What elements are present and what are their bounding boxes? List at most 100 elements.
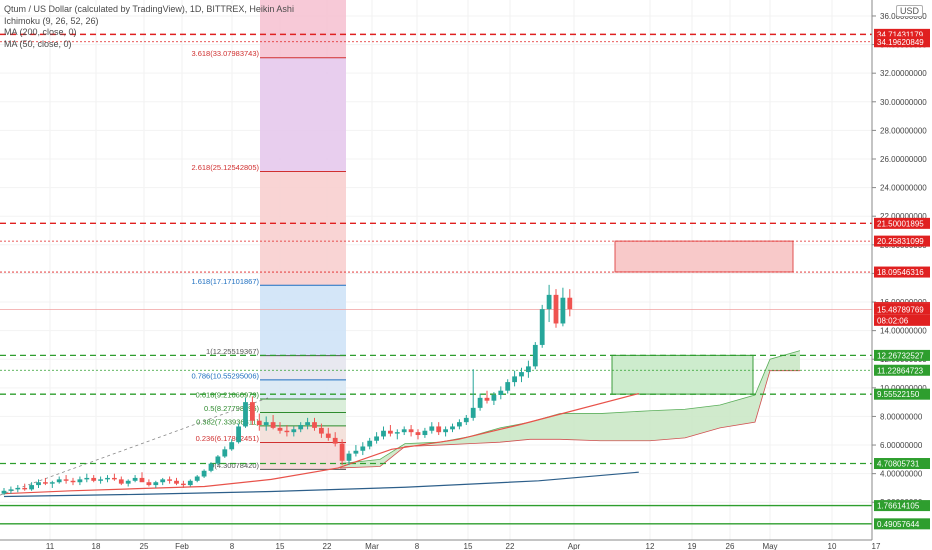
- fib-zone: [260, 171, 346, 286]
- candle: [22, 487, 28, 490]
- candle: [125, 480, 131, 484]
- x-tick-label: 15: [276, 542, 285, 550]
- y-tick-label: 32.00000000: [880, 69, 927, 78]
- candle: [484, 397, 490, 401]
- candle: [112, 477, 117, 480]
- x-tick-label: 15: [464, 542, 473, 550]
- x-tick-label: 10: [828, 542, 837, 550]
- x-tick-label: 17: [872, 542, 881, 550]
- candle: [222, 449, 228, 457]
- candle: [263, 422, 269, 426]
- symbol-title[interactable]: Qtum / US Dollar (calculated by TradingV…: [4, 4, 294, 14]
- ma50-legend[interactable]: MA (50, close, 0): [4, 38, 72, 49]
- candle: [560, 297, 566, 324]
- ma200-legend[interactable]: MA (200, close, 0): [4, 27, 77, 37]
- candle: [519, 372, 524, 377]
- x-tick-label: 25: [140, 542, 149, 550]
- candle: [553, 294, 559, 324]
- candle: [436, 426, 442, 433]
- ichimoku-legend[interactable]: Ichimoku (9, 26, 52, 26): [4, 15, 99, 26]
- candle: [532, 344, 538, 367]
- candle: [56, 479, 62, 483]
- candle: [201, 470, 207, 477]
- candle: [70, 480, 76, 483]
- candle: [374, 436, 379, 441]
- candle: [408, 429, 414, 433]
- fib-zone: [260, 355, 346, 380]
- x-tick-label: 12: [646, 542, 655, 550]
- currency-button[interactable]: USD: [896, 5, 924, 17]
- ma200-line: [3, 471, 639, 498]
- y-tick-label: 22.00000000: [880, 212, 927, 221]
- candle: [29, 485, 34, 490]
- candle: [91, 477, 97, 481]
- level-tag-label: 12.26732527: [877, 351, 924, 360]
- candle: [236, 426, 241, 443]
- candle: [146, 482, 152, 486]
- level-tag-label: 34.19620849: [877, 38, 924, 47]
- candle: [139, 477, 145, 483]
- candle: [77, 479, 83, 483]
- x-tick-label: 22: [323, 542, 332, 550]
- candle: [1, 490, 7, 494]
- level-tag: [874, 458, 930, 470]
- level-tag: [874, 28, 930, 40]
- fib-label: 3.618(33.07983743): [191, 49, 259, 58]
- candle: [332, 437, 338, 444]
- fib-zone: [260, 285, 346, 356]
- level-tag-label: 9.55522150: [877, 390, 920, 399]
- x-tick-label: 11: [46, 542, 55, 550]
- candle: [505, 382, 511, 391]
- level-tag-label: 11.22864723: [877, 366, 924, 375]
- candle: [181, 483, 186, 486]
- candle: [477, 397, 483, 408]
- candle: [63, 479, 69, 481]
- candle: [512, 376, 517, 383]
- fib-label: 2.618(25.12542805): [191, 163, 259, 172]
- candle: [429, 426, 435, 431]
- y-tick-label: 30.00000000: [880, 98, 927, 107]
- fib-zone: [260, 442, 346, 470]
- level-tag-label: 4.70805731: [877, 460, 920, 469]
- chart-legend: Qtum / US Dollar (calculated by TradingV…: [4, 4, 294, 50]
- y-tick-label: 28.00000000: [880, 126, 927, 135]
- candle: [98, 479, 103, 481]
- y-tick-label: 24.00000000: [880, 184, 927, 193]
- candle: [118, 479, 124, 484]
- level-tag-label: 1.76614105: [877, 502, 920, 511]
- candle: [215, 456, 221, 464]
- candle: [305, 422, 310, 426]
- candle: [160, 479, 166, 483]
- candle: [388, 430, 393, 434]
- level-tag: [874, 349, 930, 361]
- candle: [153, 482, 159, 486]
- x-tick-label: 26: [726, 542, 735, 550]
- x-tick-label: 22: [506, 542, 515, 550]
- target-box-red: [614, 240, 794, 273]
- y-tick-label: 10.00000000: [880, 384, 927, 393]
- candle: [284, 430, 290, 433]
- x-tick-label: 8: [230, 542, 235, 550]
- x-tick-label: May: [762, 542, 777, 550]
- level-tag: [874, 217, 930, 229]
- level-tag: [874, 303, 930, 315]
- level-tag: [874, 314, 930, 326]
- level-tag-label: 0.49057644: [877, 520, 920, 529]
- candle: [443, 429, 448, 433]
- candle: [360, 446, 366, 451]
- candle: [498, 390, 504, 395]
- x-tick-label: 8: [415, 542, 420, 550]
- candle: [463, 417, 469, 423]
- fib-label: 0(4.30078420): [210, 461, 259, 470]
- level-tag: [874, 388, 930, 400]
- candle: [422, 430, 428, 436]
- level-tag: [874, 235, 930, 247]
- fib-label: 1(12.25519367): [206, 347, 259, 356]
- level-tag: [874, 500, 930, 512]
- candle: [187, 480, 193, 486]
- countdown-label: 08:02:06: [877, 316, 909, 325]
- candle: [43, 482, 48, 484]
- candle: [539, 309, 545, 345]
- candle: [36, 482, 41, 486]
